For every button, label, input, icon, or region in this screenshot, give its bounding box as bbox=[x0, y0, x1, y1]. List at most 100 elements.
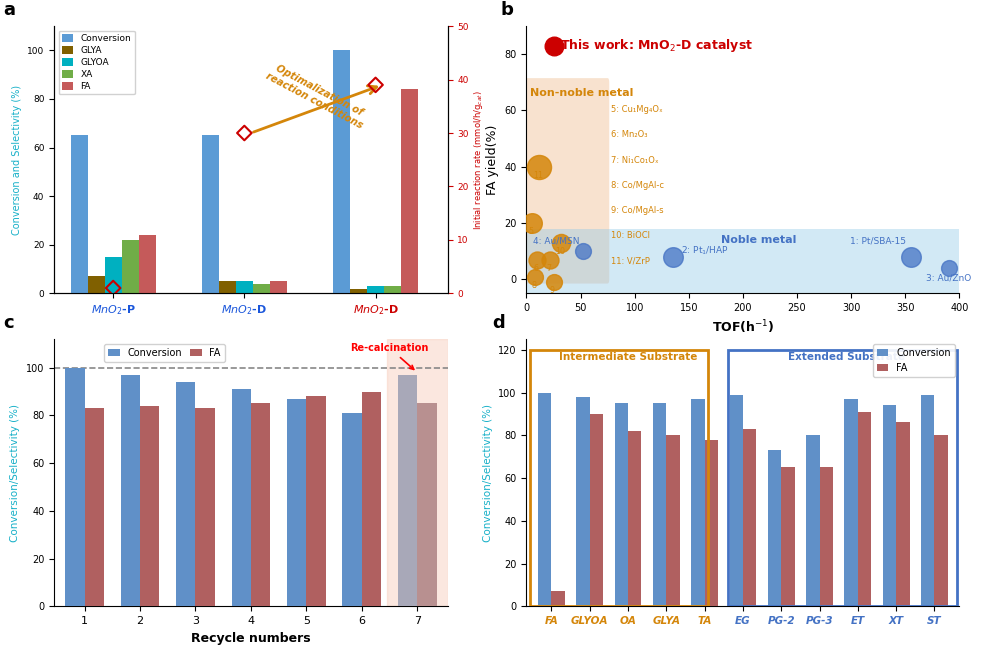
Text: 10: 10 bbox=[555, 247, 565, 256]
Bar bbox=[85, 408, 104, 606]
Bar bbox=[551, 591, 565, 606]
Bar bbox=[65, 368, 85, 606]
Bar bbox=[122, 240, 139, 293]
Bar bbox=[729, 394, 743, 606]
Bar bbox=[691, 399, 705, 606]
Bar bbox=[705, 439, 718, 606]
Text: Intermediate Substrate: Intermediate Substrate bbox=[559, 353, 697, 363]
Text: 8: 8 bbox=[531, 281, 536, 289]
Bar bbox=[589, 414, 603, 606]
Point bbox=[546, 277, 562, 288]
Bar bbox=[652, 403, 666, 606]
Text: Non-noble metal: Non-noble metal bbox=[529, 89, 633, 98]
Bar bbox=[538, 393, 551, 606]
Bar bbox=[287, 399, 306, 606]
Text: 5: Cu₁Mg₄Oₓ: 5: Cu₁Mg₄Oₓ bbox=[611, 105, 662, 114]
Point bbox=[903, 252, 919, 262]
Point bbox=[105, 283, 121, 293]
Bar bbox=[935, 436, 948, 606]
Text: Noble metal: Noble metal bbox=[721, 235, 797, 244]
Bar bbox=[350, 289, 367, 293]
Bar bbox=[398, 375, 417, 606]
Bar bbox=[88, 276, 104, 293]
Text: 9: 9 bbox=[550, 286, 555, 295]
Legend: Conversion, FA: Conversion, FA bbox=[873, 344, 954, 377]
Bar bbox=[530, 349, 708, 606]
Bar bbox=[104, 257, 122, 293]
Bar bbox=[768, 451, 781, 606]
Bar bbox=[196, 408, 215, 606]
Bar bbox=[384, 286, 401, 293]
Text: Re-calcination: Re-calcination bbox=[350, 343, 429, 370]
Bar bbox=[202, 136, 218, 293]
Bar bbox=[577, 397, 589, 606]
Text: 1: Pt/SBA-15: 1: Pt/SBA-15 bbox=[850, 237, 906, 246]
Bar bbox=[820, 467, 833, 606]
Bar bbox=[251, 404, 271, 606]
Bar bbox=[218, 281, 236, 293]
Text: 11: 11 bbox=[533, 171, 543, 180]
Y-axis label: Initial reaction rate (mmol/h/g$_{cat}$): Initial reaction rate (mmol/h/g$_{cat}$) bbox=[471, 90, 485, 230]
Text: 10: BiOCl: 10: BiOCl bbox=[611, 231, 649, 241]
Bar bbox=[367, 286, 384, 293]
Point bbox=[524, 218, 540, 228]
Bar bbox=[727, 349, 957, 606]
Text: This work: MnO$_2$-D catalyst: This work: MnO$_2$-D catalyst bbox=[560, 37, 753, 54]
Text: 6: 6 bbox=[533, 264, 538, 273]
Bar bbox=[71, 136, 88, 293]
Bar bbox=[896, 422, 909, 606]
Text: 8: Co/MgAl-c: 8: Co/MgAl-c bbox=[611, 181, 664, 190]
Bar bbox=[306, 396, 326, 606]
Text: 4: Au/MSN: 4: Au/MSN bbox=[533, 237, 580, 246]
Y-axis label: Conversion/Selectivity (%): Conversion/Selectivity (%) bbox=[483, 404, 493, 542]
Bar bbox=[236, 281, 253, 293]
Bar bbox=[743, 429, 757, 606]
FancyBboxPatch shape bbox=[524, 78, 609, 284]
Point bbox=[553, 237, 569, 248]
Bar bbox=[253, 284, 270, 293]
Bar bbox=[121, 375, 140, 606]
Point bbox=[542, 254, 558, 265]
Bar bbox=[858, 412, 871, 606]
Bar bbox=[628, 431, 642, 606]
Bar bbox=[333, 50, 350, 293]
Text: 9: Co/MgAl-s: 9: Co/MgAl-s bbox=[611, 206, 663, 215]
Point bbox=[531, 162, 547, 172]
Bar bbox=[526, 229, 959, 293]
Bar bbox=[342, 413, 362, 606]
Bar bbox=[883, 406, 896, 606]
Y-axis label: Conversion/Selectivity (%): Conversion/Selectivity (%) bbox=[11, 404, 21, 542]
Text: a: a bbox=[3, 1, 15, 20]
Text: Optimalization of
reaction conditions: Optimalization of reaction conditions bbox=[264, 60, 369, 130]
Text: d: d bbox=[492, 314, 505, 333]
Bar bbox=[270, 281, 287, 293]
Point bbox=[527, 271, 543, 282]
Text: 3: Au/ZnO: 3: Au/ZnO bbox=[926, 273, 971, 282]
Bar bbox=[231, 389, 251, 606]
X-axis label: Recycle numbers: Recycle numbers bbox=[191, 632, 311, 645]
Text: 11: V/ZrP: 11: V/ZrP bbox=[611, 257, 649, 266]
Point bbox=[368, 80, 384, 90]
Point bbox=[236, 128, 252, 138]
Point bbox=[665, 252, 681, 262]
Bar bbox=[781, 467, 795, 606]
Legend: Conversion, FA: Conversion, FA bbox=[104, 344, 224, 362]
Bar bbox=[615, 403, 628, 606]
Text: 7: Ni₁Co₁Oₓ: 7: Ni₁Co₁Oₓ bbox=[611, 156, 658, 164]
Bar bbox=[417, 404, 437, 606]
Point bbox=[529, 254, 545, 265]
Bar bbox=[387, 339, 448, 606]
Text: Extended Substrate: Extended Substrate bbox=[788, 353, 905, 363]
Bar bbox=[140, 406, 159, 606]
Bar bbox=[362, 392, 381, 606]
X-axis label: TOF(h$^{-1}$): TOF(h$^{-1}$) bbox=[711, 319, 774, 336]
Bar bbox=[401, 89, 418, 293]
Text: 5: 5 bbox=[528, 228, 533, 236]
Bar bbox=[921, 394, 935, 606]
Text: 2: Pt$_1$/HAP: 2: Pt$_1$/HAP bbox=[681, 244, 729, 257]
Text: b: b bbox=[501, 1, 514, 20]
Text: 7: 7 bbox=[546, 264, 552, 273]
Legend: Conversion, GLYA, GLYOA, XA, FA: Conversion, GLYA, GLYOA, XA, FA bbox=[59, 31, 135, 95]
Bar bbox=[139, 235, 155, 293]
Point bbox=[546, 40, 562, 51]
